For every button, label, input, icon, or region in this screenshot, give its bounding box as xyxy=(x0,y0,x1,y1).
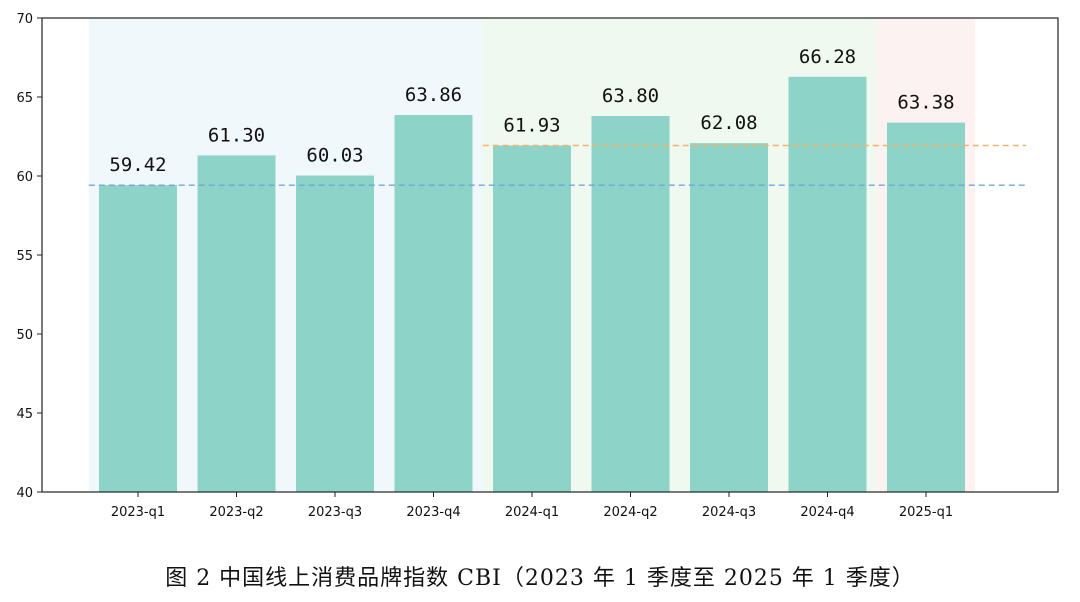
bar-chart: 59.42 61.30 60.03 63.86 61.93 63.80 62.08 66.28… xyxy=(16,12,1059,520)
bar-2024-q3 xyxy=(690,143,768,493)
plot-frame xyxy=(41,17,1059,493)
x-tick-label-2024-q1: 2024-q1 xyxy=(505,505,559,520)
x-tick-label-2023-q3: 2023-q3 xyxy=(308,505,362,520)
x-tick-label-2023-q1: 2023-q1 xyxy=(111,505,165,520)
x-tick-label-2024-q2: 2024-q2 xyxy=(603,505,657,520)
y-tick-label-70: 70 xyxy=(16,12,33,27)
bar-2023-q2 xyxy=(197,155,276,492)
bars xyxy=(99,76,965,493)
figure-caption: 图 2 中国线上消费品牌指数 CBI（2023 年 1 季度至 2025 年 1… xyxy=(165,566,915,591)
bar-2024-q4 xyxy=(788,76,867,492)
x-tick-label-2023-q4: 2023-q4 xyxy=(406,505,460,520)
x-tick-label-2024-q3: 2024-q3 xyxy=(702,505,756,520)
y-tick-label-55: 55 xyxy=(16,249,33,264)
y-tick-label-50: 50 xyxy=(16,328,33,343)
value-label-2024-q4: 66.28 xyxy=(799,46,856,68)
y-axis: 40 45 50 55 60 65 70 xyxy=(16,12,42,501)
value-label-2023-q1: 59.42 xyxy=(109,154,166,176)
bar-2025-q1 xyxy=(887,122,965,492)
bar-2023-q4 xyxy=(394,115,473,493)
bar-2024-q2 xyxy=(591,115,670,493)
x-tick-label-2025-q1: 2025-q1 xyxy=(899,505,953,520)
x-tick-label-2023-q2: 2023-q2 xyxy=(209,505,263,520)
value-label-2024-q1: 61.93 xyxy=(503,115,560,137)
y-tick-label-65: 65 xyxy=(16,91,33,106)
value-label-2023-q2: 61.30 xyxy=(208,124,265,146)
y-tick-label-45: 45 xyxy=(16,407,33,422)
bar-2023-q1 xyxy=(99,185,177,492)
value-labels: 59.42 61.30 60.03 63.86 61.93 63.80 62.08 66.28… xyxy=(109,46,954,176)
value-label-2023-q4: 63.86 xyxy=(405,84,462,106)
y-tick-label-40: 40 xyxy=(16,486,33,501)
bar-2024-q1 xyxy=(493,145,571,493)
value-label-2023-q3: 60.03 xyxy=(306,145,363,167)
x-axis: 2023-q1 2023-q2 2023-q3 2023-q4 2024-q1 2024-… xyxy=(111,492,953,520)
y-tick-label-60: 60 xyxy=(16,170,33,185)
value-label-2024-q2: 63.80 xyxy=(602,85,659,107)
value-label-2025-q1: 63.38 xyxy=(897,92,954,114)
reference-lines xyxy=(88,144,1026,186)
x-tick-label-2024-q4: 2024-q4 xyxy=(800,505,854,520)
bar-2023-q3 xyxy=(296,175,374,492)
value-label-2024-q3: 62.08 xyxy=(700,112,757,134)
